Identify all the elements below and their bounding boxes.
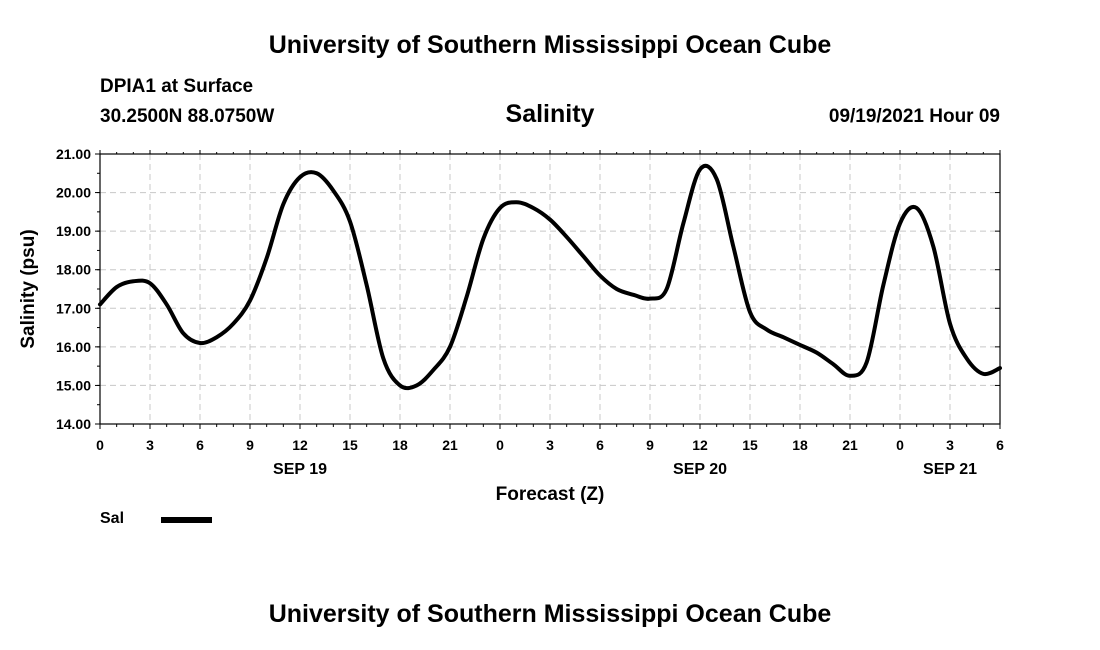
x-tick-label: 18 xyxy=(792,437,808,453)
y-axis-title: Salinity (psu) xyxy=(18,229,39,348)
variable-title: Salinity xyxy=(505,100,595,128)
y-tick-label: 19.00 xyxy=(56,223,91,239)
x-tick-label: 21 xyxy=(842,437,858,453)
plot-frame xyxy=(99,153,1001,425)
y-tick-label: 21.00 xyxy=(56,146,91,162)
legend-label: Sal xyxy=(100,510,125,527)
axis-ticks xyxy=(95,150,1001,429)
x-tick-label: 21 xyxy=(442,437,458,453)
date-label: SEP 21 xyxy=(923,461,977,478)
x-tick-label: 3 xyxy=(946,437,954,453)
date-label: SEP 20 xyxy=(673,461,727,478)
footer-title: University of Southern Mississippi Ocean… xyxy=(268,600,832,628)
date-label: SEP 19 xyxy=(273,461,327,478)
series-layer xyxy=(98,163,1002,391)
x-tick-label: 6 xyxy=(196,437,204,453)
forecast-datetime: 09/19/2021 Hour 09 xyxy=(828,106,1000,127)
x-tick-label: 0 xyxy=(96,437,104,453)
legend-swatch xyxy=(161,517,212,523)
x-tick-label: 6 xyxy=(596,437,604,453)
x-axis-title: Forecast (Z) xyxy=(496,484,605,505)
y-tick-label: 17.00 xyxy=(56,300,91,316)
x-tick-label: 12 xyxy=(692,437,708,453)
x-tick-label: 3 xyxy=(546,437,554,453)
y-tick-label: 16.00 xyxy=(56,339,91,355)
station-label: DPIA1 at Surface xyxy=(100,76,254,97)
y-tick-label: 14.00 xyxy=(56,416,91,432)
x-tick-label: 12 xyxy=(292,437,308,453)
x-tick-label: 18 xyxy=(392,437,408,453)
series-line-sal xyxy=(98,163,1002,391)
x-tick-label: 9 xyxy=(246,437,254,453)
x-tick-label: 15 xyxy=(742,437,758,453)
y-tick-label: 18.00 xyxy=(56,262,91,278)
tick-labels: 14.00 15.00 16.00 17.00 18.00 19.00 20.00 21.00… xyxy=(56,146,1004,478)
y-tick-label: 15.00 xyxy=(56,377,91,393)
x-tick-label: 0 xyxy=(496,437,504,453)
x-tick-label: 9 xyxy=(646,437,654,453)
grid-lines xyxy=(100,154,1000,424)
x-tick-label: 3 xyxy=(146,437,154,453)
coordinates-label: 30.2500N 88.0750W xyxy=(100,106,275,127)
x-tick-label: 0 xyxy=(896,437,904,453)
x-tick-label: 6 xyxy=(996,437,1004,453)
x-tick-label: 15 xyxy=(342,437,358,453)
y-tick-label: 20.00 xyxy=(56,185,91,201)
page-title: University of Southern Mississippi Ocean… xyxy=(268,31,832,59)
